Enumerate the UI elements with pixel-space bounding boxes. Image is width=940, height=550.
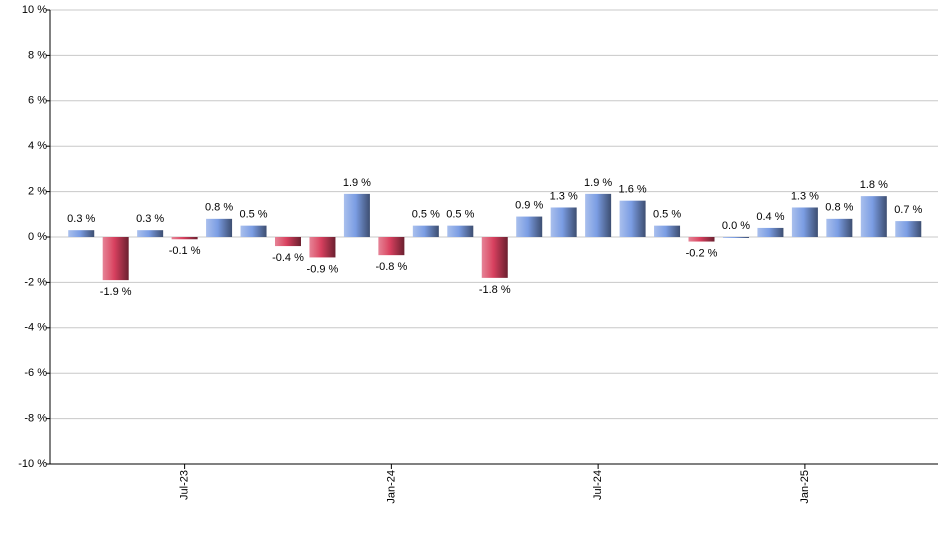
bar [171, 237, 198, 240]
value-label: -0.8 % [375, 261, 407, 273]
y-tick-label: -2 % [24, 276, 47, 288]
value-label: 0.0 % [722, 220, 750, 232]
value-label: 0.5 % [239, 209, 267, 221]
y-tick-label: -4 % [24, 322, 47, 334]
bar [550, 207, 577, 237]
value-label: -0.9 % [307, 263, 339, 275]
value-label: 1.6 % [619, 184, 647, 196]
value-label: -0.2 % [686, 247, 718, 259]
value-label: -1.9 % [100, 286, 132, 298]
bar [412, 225, 439, 237]
bar [447, 225, 474, 237]
value-label: 0.9 % [515, 199, 543, 211]
y-tick-label: -10 % [18, 458, 47, 470]
bar [481, 237, 508, 278]
y-tick-label: 2 % [28, 186, 47, 198]
value-label: 0.8 % [205, 202, 233, 214]
bar [791, 207, 818, 237]
bar [206, 218, 233, 237]
value-label: 1.8 % [860, 179, 888, 191]
x-tick-label: Jul-24 [592, 470, 604, 500]
y-tick-label: 0 % [28, 231, 47, 243]
bar [343, 193, 370, 237]
value-label: 1.9 % [343, 177, 371, 189]
x-tick-label: Jan-25 [799, 470, 811, 504]
value-label: 0.5 % [653, 209, 681, 221]
bar [619, 200, 646, 237]
value-label: 0.5 % [412, 209, 440, 221]
value-label: 0.4 % [756, 211, 784, 223]
value-label: 1.9 % [584, 177, 612, 189]
bar [826, 218, 853, 237]
bar [240, 225, 267, 237]
value-label: 0.3 % [136, 213, 164, 225]
bar [722, 237, 749, 238]
y-tick-label: 6 % [28, 95, 47, 107]
value-label: 1.3 % [550, 190, 578, 202]
y-tick-label: 8 % [28, 49, 47, 61]
bar [585, 193, 612, 237]
bar [757, 227, 784, 237]
bar [860, 196, 887, 237]
value-label: -1.8 % [479, 284, 511, 296]
bar [688, 237, 715, 242]
value-label: -0.1 % [169, 245, 201, 257]
bar [137, 230, 164, 237]
y-tick-label: 10 % [22, 4, 47, 16]
bar [654, 225, 681, 237]
bar [516, 216, 543, 237]
value-label: 1.3 % [791, 190, 819, 202]
value-label: 0.7 % [894, 204, 922, 216]
x-tick-label: Jan-24 [385, 470, 397, 504]
value-label: 0.3 % [67, 213, 95, 225]
value-label: -0.4 % [272, 252, 304, 264]
bar [102, 237, 129, 281]
bar [378, 237, 405, 256]
x-tick-label: Jul-23 [179, 470, 191, 500]
y-tick-label: 4 % [28, 140, 47, 152]
bar [895, 221, 922, 237]
value-label: 0.5 % [446, 209, 474, 221]
y-tick-label: -6 % [24, 367, 47, 379]
bar [68, 230, 95, 237]
bar [274, 237, 301, 247]
bar [309, 237, 336, 258]
y-tick-label: -8 % [24, 413, 47, 425]
value-label: 0.8 % [825, 202, 853, 214]
